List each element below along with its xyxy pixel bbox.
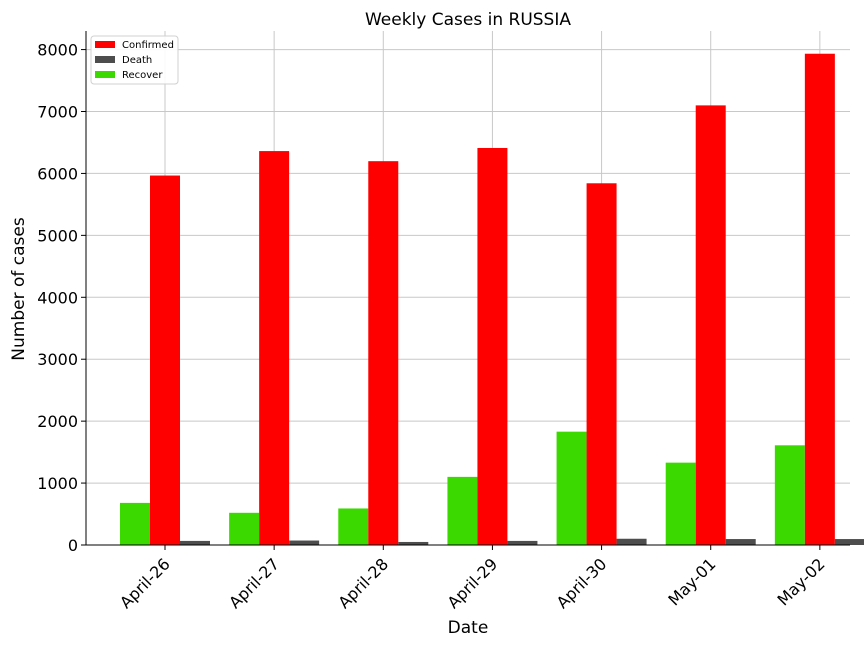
y-tick-label: 6000 [37,164,78,183]
x-axis-label: Date [448,618,489,638]
bar-death [616,538,647,545]
bar-recover [774,445,805,545]
y-ticks: 0 1000 2000 3000 4000 5000 6000 7000 8000 [37,41,86,555]
bar-confirmed [695,105,726,545]
grid [86,31,850,546]
bars [120,53,864,546]
bar-death [398,541,429,545]
bar-confirmed [259,151,290,546]
y-tick-label: 1000 [37,474,78,493]
x-tick-label: April-28 [334,554,392,612]
x-ticks: April-26 April-27 April-28 April-29 April-30… [116,545,829,612]
y-tick-label: 0 [68,536,78,555]
axes [85,31,850,546]
bar-death [289,540,320,545]
bar-recover [338,508,369,545]
legend-label-recover: Recover [122,70,163,81]
y-axis-label: Number of cases [9,217,29,361]
legend-label-confirmed: Confirmed [122,40,174,51]
bar-confirmed [368,161,399,545]
bar-recover [665,462,696,545]
bar-death [507,540,538,545]
bar-recover [447,476,478,545]
legend-swatch-confirmed [95,41,115,48]
bar-confirmed [477,147,508,545]
y-tick-label: 4000 [37,288,78,307]
x-tick-label: May-02 [774,554,829,609]
y-tick-label: 8000 [37,41,78,60]
legend: Confirmed Death Recover [90,35,179,85]
bar-death [180,540,210,545]
x-tick-label: April-26 [116,554,174,612]
bar-recover [556,431,587,545]
legend-swatch-recover [95,71,115,78]
bar-death [834,539,864,545]
bar-confirmed [586,183,617,545]
bar-death [725,539,756,545]
y-tick-label: 5000 [37,226,78,245]
x-tick-label: April-27 [225,554,283,612]
x-tick-label: April-30 [553,554,611,612]
y-tick-label: 2000 [37,412,78,431]
legend-swatch-death [95,56,115,63]
bar-confirmed [150,175,180,545]
bar-confirmed [804,53,835,545]
x-tick-label: April-29 [443,554,501,612]
legend-label-death: Death [122,55,152,66]
y-tick-label: 3000 [37,350,78,369]
y-tick-label: 7000 [37,103,78,122]
bar-recover [120,502,150,545]
x-tick-label: May-01 [664,554,719,609]
chart-title: Weekly Cases in RUSSIA [365,10,571,30]
bar-recover [229,512,260,545]
